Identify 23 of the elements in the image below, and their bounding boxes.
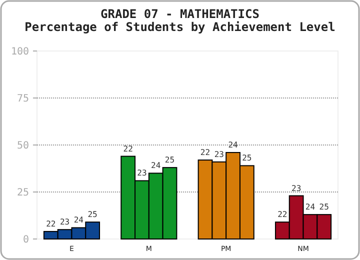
text: 22 — [200, 148, 210, 158]
series-label: 24 — [74, 216, 84, 225]
text: 24 — [305, 202, 316, 212]
chart-title: GRADE 07 - MATHEMATICS — [100, 7, 260, 21]
text: 24 — [151, 161, 161, 170]
series-label: 23 — [60, 218, 70, 227]
text: 25 — [319, 202, 329, 212]
series-label: 22 — [46, 219, 56, 228]
text: 25 — [164, 156, 175, 165]
y-tick-label: 75 — [16, 94, 29, 104]
y-tick-label: 100 — [10, 46, 29, 58]
y-tick-label: 50 — [16, 140, 29, 152]
text: 23 — [292, 184, 302, 193]
text: 25 — [242, 154, 252, 163]
series-label: 25 — [88, 210, 98, 220]
text: 23 — [214, 150, 224, 159]
text: 22 — [123, 144, 133, 154]
y-tick-label: 25 — [16, 188, 29, 198]
text: 22 — [278, 210, 288, 220]
text: 24 — [228, 140, 238, 150]
y-tick-label: 0 — [22, 234, 29, 246]
text: 23 — [137, 168, 147, 178]
chart-subtitle: Percentage of Students by Achievement Level — [24, 20, 336, 34]
